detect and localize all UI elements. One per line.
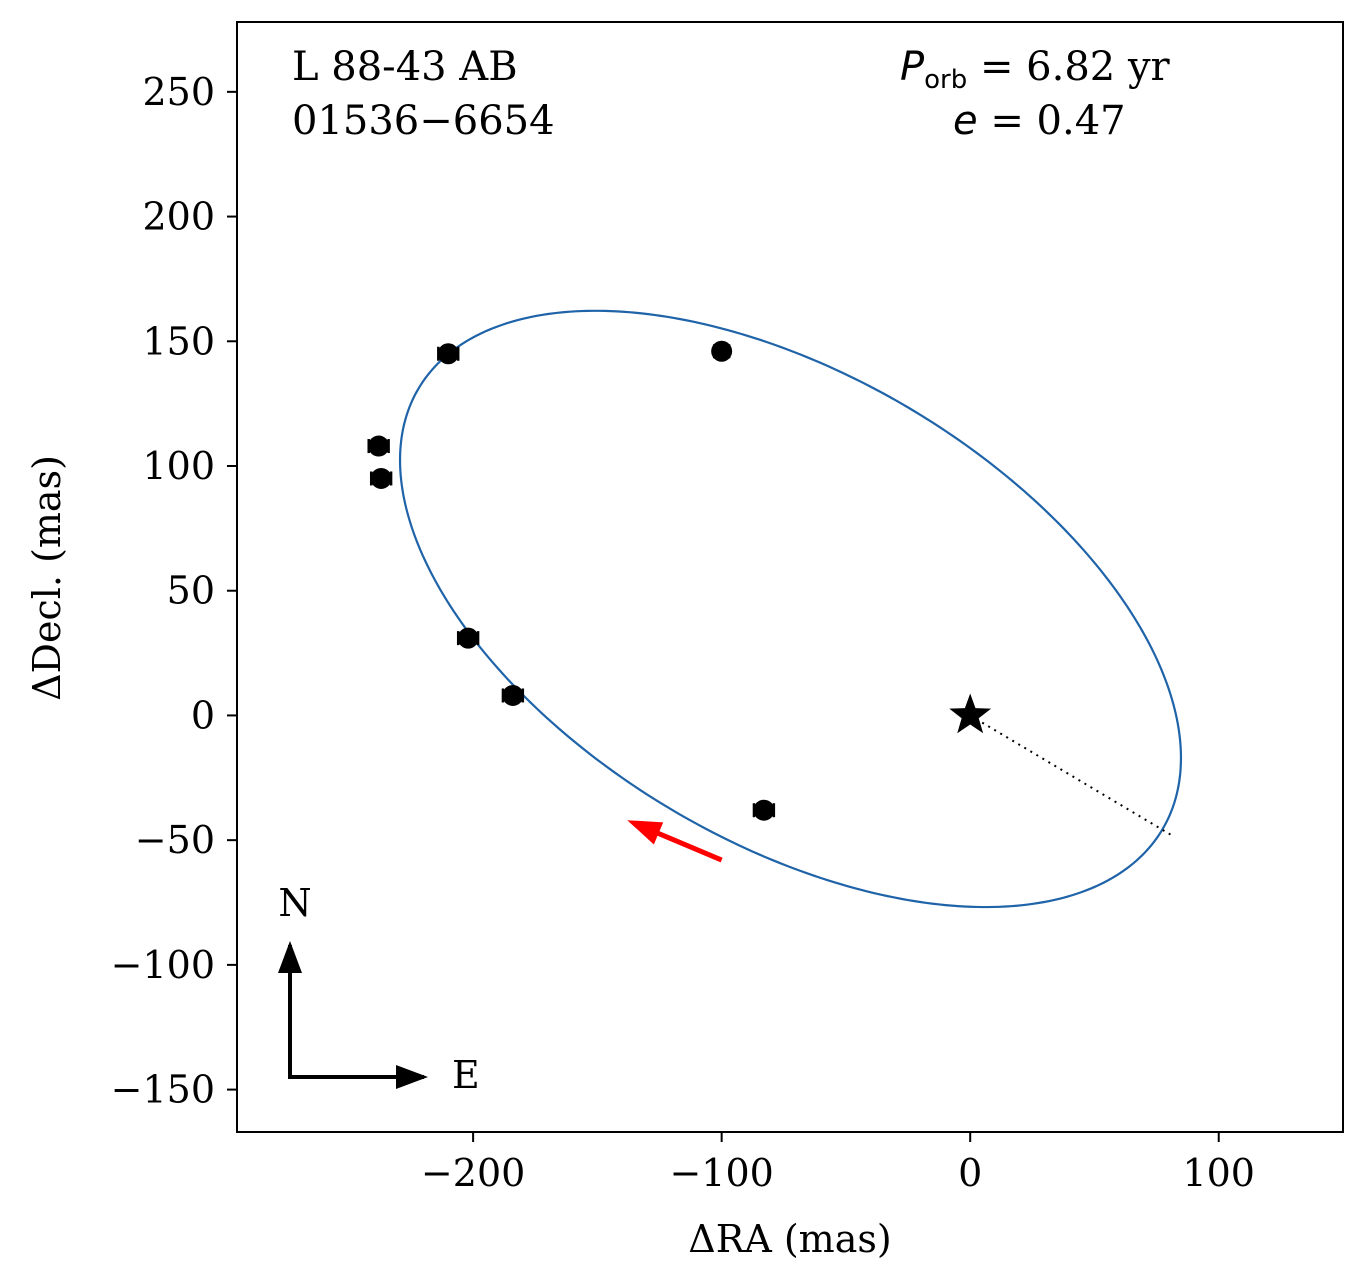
data-point (456, 627, 480, 649)
data-point-marker (457, 627, 479, 649)
north-label: N (278, 881, 311, 925)
period-subscript: orb (924, 65, 967, 95)
data-point (711, 340, 733, 362)
data-point-marker (711, 340, 733, 362)
eccentricity: e = 0.47 (953, 98, 1126, 144)
primary-star-marker (949, 693, 992, 734)
ecc-value: = 0.47 (978, 98, 1126, 144)
data-point (501, 684, 525, 706)
data-point-marker (368, 435, 390, 457)
y-tick-label: 200 (142, 195, 215, 239)
x-tick-label: 0 (958, 1151, 982, 1195)
y-tick-label: 150 (142, 319, 215, 363)
plot-frame (236, 21, 1344, 1133)
period-value: = 6.82 yr (967, 44, 1170, 90)
data-point-marker (753, 799, 775, 821)
compass: N E (278, 881, 480, 1097)
object-designation: 01536−6654 (292, 98, 555, 144)
period-symbol: P (900, 44, 925, 90)
y-axis-ticks: −150 −100 −50 0 50 100 150 200 250 (111, 70, 237, 1112)
data-point-marker (502, 684, 524, 706)
data-point-marker (370, 467, 392, 489)
data-point (752, 799, 776, 821)
y-tick-label: 0 (191, 693, 215, 737)
x-axis-ticks: −200 −100 0 100 (421, 1132, 1255, 1195)
y-axis-label: ΔDecl. (mas) (25, 455, 69, 701)
motion-arrow-shaft (655, 830, 723, 863)
data-point (437, 343, 460, 365)
motion-arrow-head (627, 820, 664, 845)
y-tick-label: 100 (142, 444, 215, 488)
x-axis-label: ΔRA (mas) (688, 1217, 891, 1261)
object-name: L 88-43 AB (292, 44, 518, 90)
data-point (367, 435, 390, 457)
orbit-ellipse (398, 309, 1183, 909)
east-label: E (452, 1053, 480, 1097)
y-tick-label: 50 (167, 569, 215, 613)
y-tick-label: −50 (135, 818, 215, 862)
data-point (369, 467, 393, 489)
y-tick-label: 250 (142, 70, 215, 114)
motion-direction-arrow (627, 820, 723, 863)
periastron-line (969, 714, 1173, 837)
y-tick-label: −150 (111, 1068, 215, 1112)
x-tick-label: 100 (1182, 1151, 1255, 1195)
x-tick-label: −100 (669, 1151, 773, 1195)
ecc-symbol: e (953, 98, 978, 144)
orbital-period: Porb = 6.82 yr (900, 44, 1171, 95)
observation-points (367, 340, 776, 821)
x-tick-label: −200 (421, 1151, 525, 1195)
plot-layer (367, 309, 1183, 909)
y-tick-label: −100 (111, 943, 215, 987)
data-point-marker (437, 343, 459, 365)
